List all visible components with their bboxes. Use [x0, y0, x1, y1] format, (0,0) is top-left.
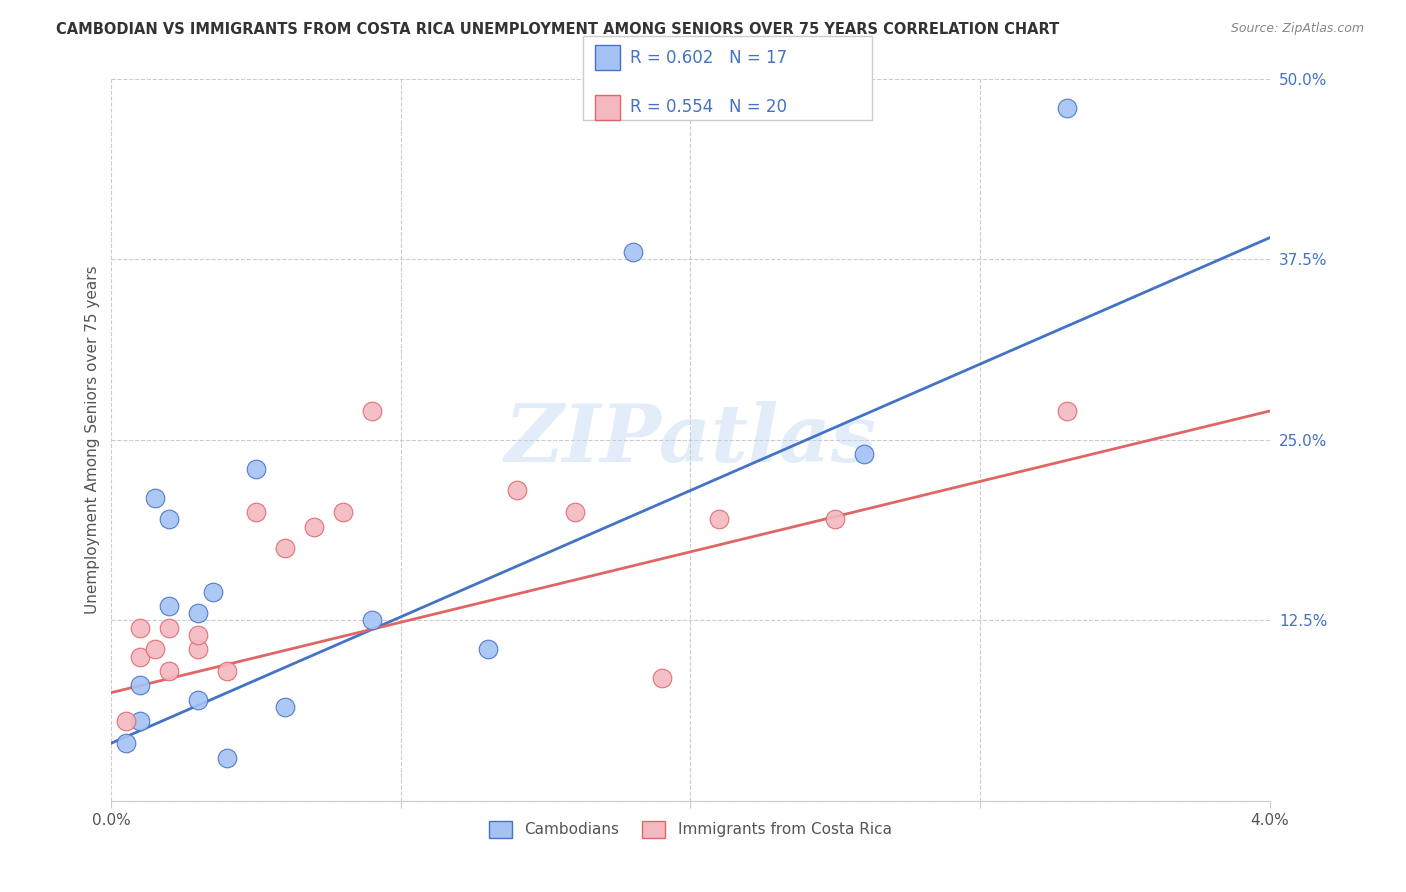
Point — [824, 512, 846, 526]
Text: Source: ZipAtlas.com: Source: ZipAtlas.com — [1230, 22, 1364, 36]
Point — [1056, 404, 1078, 418]
Point — [157, 664, 180, 678]
Point — [129, 649, 152, 664]
Point — [709, 512, 731, 526]
Text: R = 0.554   N = 20: R = 0.554 N = 20 — [630, 98, 787, 116]
Point — [217, 750, 239, 764]
Point — [129, 678, 152, 692]
Point — [187, 606, 209, 620]
Point — [650, 671, 672, 685]
Point — [157, 512, 180, 526]
Point — [115, 714, 138, 729]
Point — [129, 714, 152, 729]
Text: CAMBODIAN VS IMMIGRANTS FROM COSTA RICA UNEMPLOYMENT AMONG SENIORS OVER 75 YEARS: CAMBODIAN VS IMMIGRANTS FROM COSTA RICA … — [56, 22, 1060, 37]
Point — [157, 621, 180, 635]
Point — [217, 664, 239, 678]
Point — [564, 505, 586, 519]
Point — [187, 628, 209, 642]
Text: R = 0.602   N = 17: R = 0.602 N = 17 — [630, 49, 787, 67]
Point — [477, 642, 499, 657]
Point — [143, 491, 166, 505]
Point — [332, 505, 354, 519]
Legend: Cambodians, Immigrants from Costa Rica: Cambodians, Immigrants from Costa Rica — [484, 815, 897, 844]
Point — [115, 736, 138, 750]
Point — [853, 447, 876, 461]
Point — [274, 700, 297, 714]
Point — [187, 693, 209, 707]
Point — [201, 584, 224, 599]
Y-axis label: Unemployment Among Seniors over 75 years: Unemployment Among Seniors over 75 years — [86, 266, 100, 615]
Point — [621, 245, 644, 260]
Text: ZIPatlas: ZIPatlas — [505, 401, 876, 479]
Point — [506, 483, 529, 498]
Point — [157, 599, 180, 613]
Point — [361, 614, 384, 628]
Point — [143, 642, 166, 657]
Point — [274, 541, 297, 556]
Point — [1056, 101, 1078, 115]
Point — [245, 462, 267, 476]
Point — [302, 519, 325, 533]
Point — [187, 642, 209, 657]
Point — [245, 505, 267, 519]
Point — [361, 404, 384, 418]
Point — [129, 621, 152, 635]
